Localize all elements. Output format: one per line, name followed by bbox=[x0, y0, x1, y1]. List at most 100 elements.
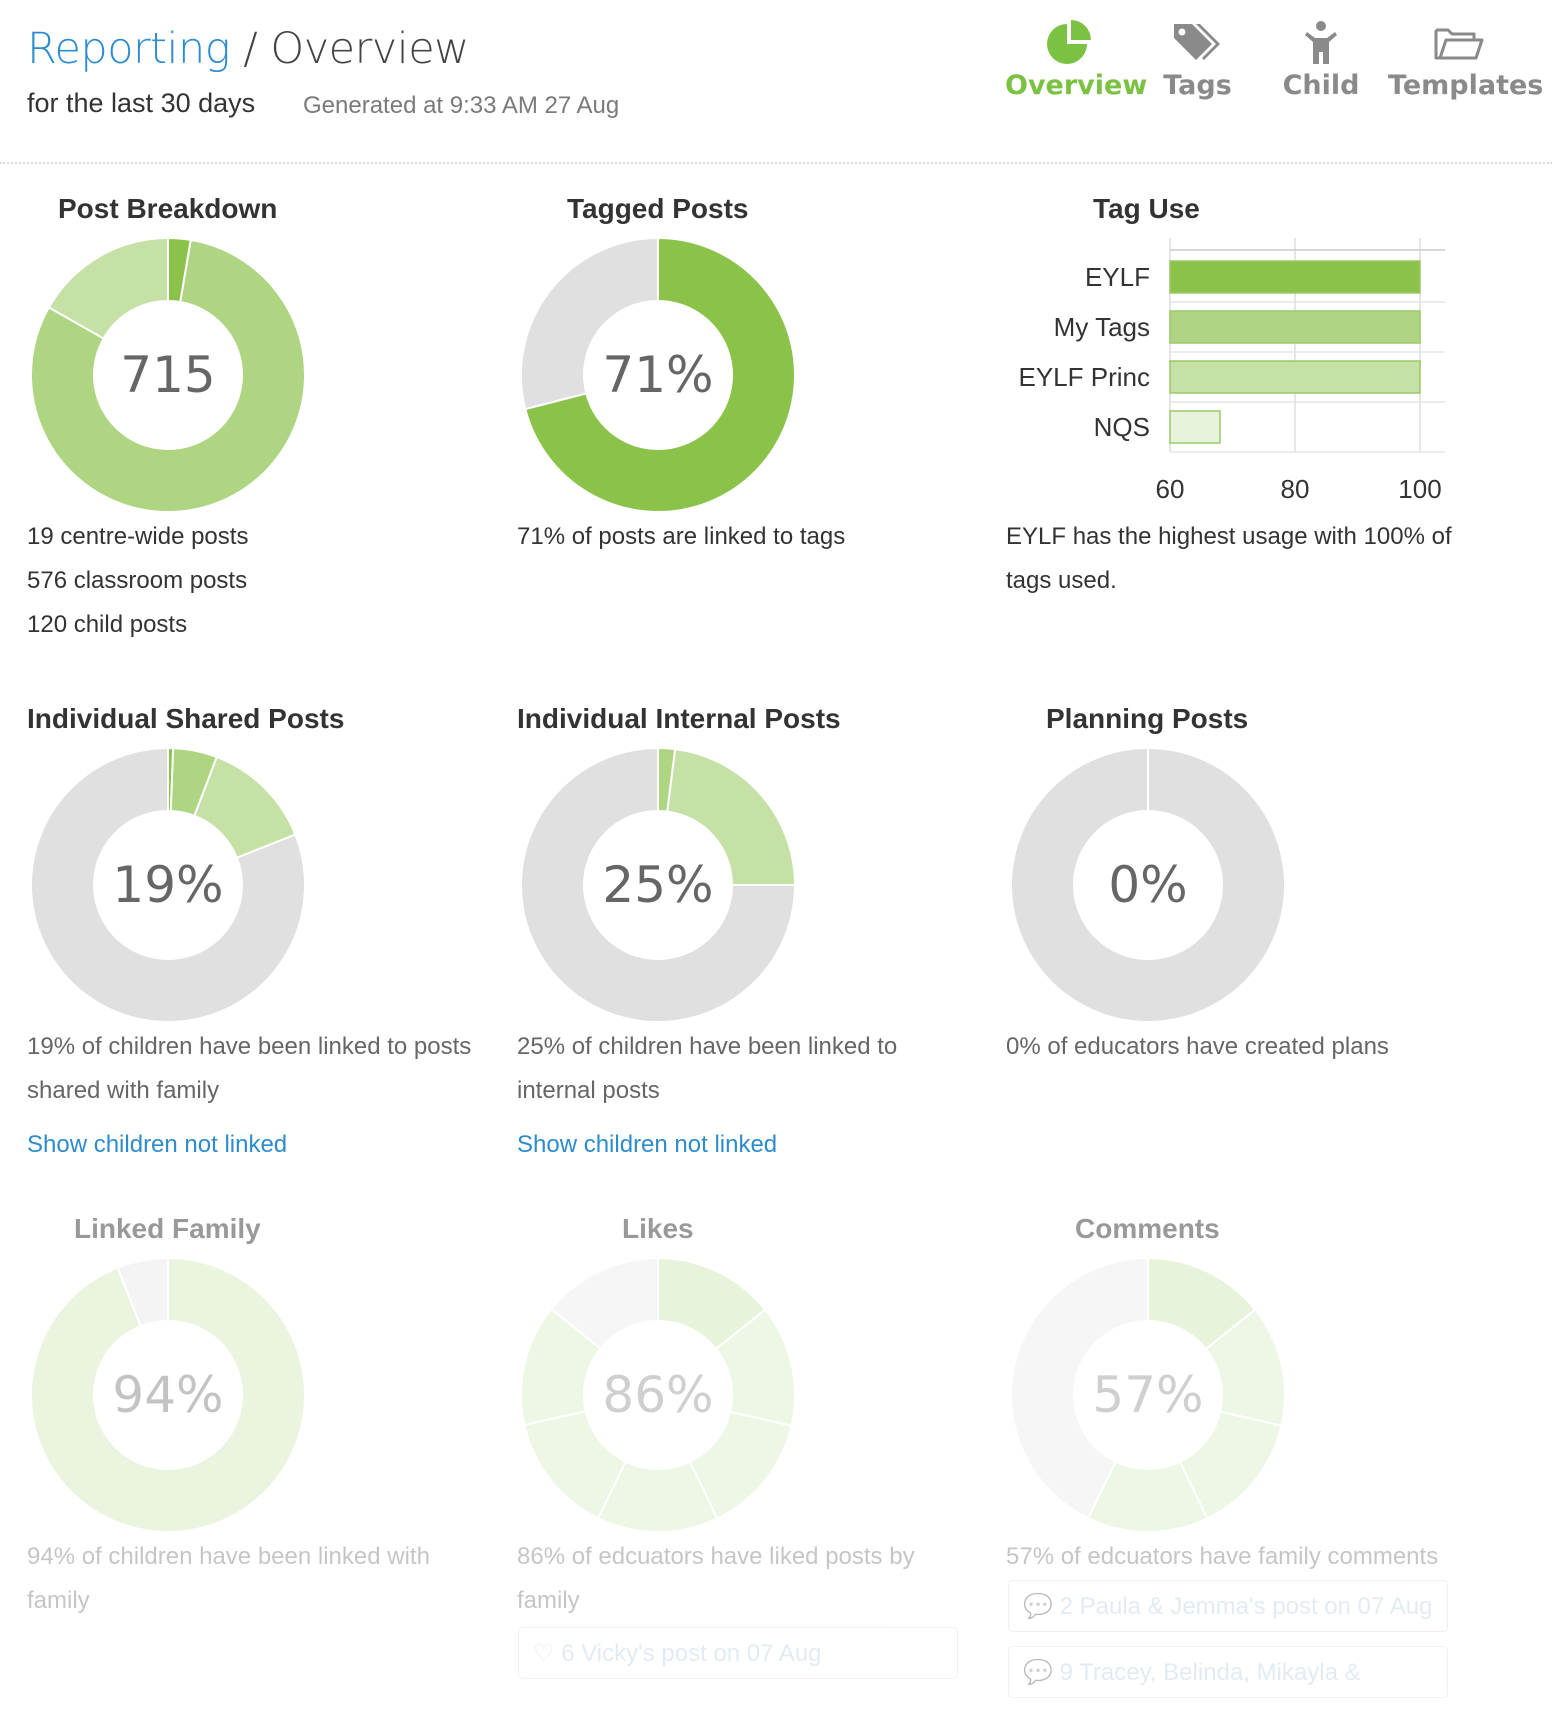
tag-bar[interactable] bbox=[1169, 360, 1421, 394]
donut-segment[interactable] bbox=[1147, 1256, 1257, 1351]
tagged-line: 71% of posts are linked to tags bbox=[517, 523, 846, 550]
breadcrumb-reporting[interactable]: Reporting bbox=[27, 24, 231, 74]
category-label: EYLF Princ bbox=[1019, 362, 1151, 392]
planning-donut: 0% bbox=[1008, 745, 1288, 1025]
generated-timestamp: Generated at 9:33 AM 27 Aug bbox=[303, 92, 620, 119]
donut-segment[interactable] bbox=[1009, 747, 1287, 1023]
donut-segment[interactable] bbox=[657, 1256, 767, 1351]
donut-segment[interactable] bbox=[30, 746, 306, 1023]
donut-segment[interactable] bbox=[596, 1460, 719, 1533]
page-header: Reporting / Overview for the last 30 day… bbox=[0, 0, 1552, 164]
donut-center-value: 25% bbox=[602, 856, 714, 914]
donut-segment[interactable] bbox=[1204, 1308, 1286, 1427]
comment-entry[interactable]: 💬 9 Tracey, Belinda, Mikayla & bbox=[1008, 1646, 1448, 1698]
panel-title: Individual Internal Posts bbox=[517, 703, 841, 734]
donut-segment[interactable] bbox=[523, 1409, 627, 1520]
comment-text: Paula & Jemma's post on 07 Aug bbox=[1079, 1593, 1433, 1620]
tagged-posts-desc: 71% of posts are linked to tags bbox=[517, 515, 845, 559]
donut-center-value: 86% bbox=[602, 1366, 714, 1424]
individual-internal-desc: 25% of children have been linked to inte… bbox=[517, 1025, 897, 1113]
folder-icon bbox=[1434, 28, 1484, 60]
centre-wide-count: 19 centre-wide posts bbox=[27, 523, 249, 550]
desc-line: shared with family bbox=[27, 1077, 220, 1104]
desc-line: 86% of edcuators have liked posts by bbox=[517, 1543, 915, 1570]
tag-use-chart: EYLF My Tags EYLF Princ NQS 60 80 100 bbox=[1019, 238, 1445, 504]
category-label: My Tags bbox=[1054, 312, 1150, 342]
individual-shared-donut: 19% bbox=[28, 745, 308, 1025]
comment-text: Tracey, Belinda, Mikayla & bbox=[1079, 1659, 1361, 1686]
donut-segment[interactable] bbox=[520, 236, 659, 411]
nav-child-label: Child bbox=[1282, 70, 1360, 101]
comment-count: 2 bbox=[1059, 1593, 1073, 1620]
desc-line: 19% of children have been linked to post… bbox=[27, 1033, 472, 1060]
comments-donut: 57% bbox=[1008, 1255, 1288, 1535]
donut-segment[interactable] bbox=[30, 1256, 306, 1533]
individual-shared-desc: 19% of children have been linked to post… bbox=[27, 1025, 471, 1113]
donut-segment[interactable] bbox=[1178, 1410, 1283, 1520]
donut-segment[interactable] bbox=[520, 746, 797, 1023]
nav-tags[interactable]: Tags bbox=[1150, 20, 1245, 110]
donut-segment[interactable] bbox=[116, 1256, 169, 1328]
linked-family-desc: 94% of children have been linked with fa… bbox=[27, 1535, 430, 1623]
donut-segment[interactable] bbox=[1010, 1256, 1149, 1520]
panel-title: Linked Family bbox=[74, 1213, 261, 1244]
like-entry[interactable]: ♡ 6 Vicky's post on 07 Aug bbox=[518, 1627, 958, 1679]
donut-center-value: 715 bbox=[120, 346, 216, 404]
panel-title: Planning Posts bbox=[1046, 703, 1249, 734]
speech-bubble-icon: 💬 bbox=[1023, 1593, 1053, 1620]
child-icon bbox=[1305, 21, 1337, 64]
donut-center-value: 19% bbox=[112, 856, 224, 914]
post-breakdown-donut: 715 bbox=[28, 235, 308, 515]
tag-bar[interactable] bbox=[1169, 410, 1221, 444]
donut-center-value: 94% bbox=[112, 1366, 224, 1424]
donut-segment[interactable] bbox=[30, 238, 306, 513]
period-label: for the last 30 days bbox=[27, 88, 256, 118]
pie-chart-icon bbox=[1047, 20, 1091, 64]
child-count: 120 child posts bbox=[27, 611, 188, 638]
likes-donut: 86% bbox=[518, 1255, 798, 1535]
panel-title: Tagged Posts bbox=[567, 193, 749, 224]
show-children-not-linked-link[interactable]: Show children not linked bbox=[517, 1131, 778, 1158]
tag-bar[interactable] bbox=[1169, 310, 1421, 344]
x-tick-label: 60 bbox=[1156, 474, 1185, 504]
donut-segment[interactable] bbox=[714, 1308, 796, 1427]
x-tick-label: 80 bbox=[1281, 474, 1310, 504]
desc-line: internal posts bbox=[517, 1077, 660, 1104]
donut-segment[interactable] bbox=[47, 236, 169, 340]
donut-segment[interactable] bbox=[520, 1307, 602, 1427]
tag-use-line: tags used. bbox=[1006, 567, 1117, 594]
category-label: EYLF bbox=[1085, 262, 1150, 292]
heart-icon: ♡ bbox=[533, 1640, 555, 1667]
panel-title: Likes bbox=[622, 1213, 694, 1244]
like-text: Vicky's post on 07 Aug bbox=[581, 1640, 822, 1667]
page-title: Reporting / Overview bbox=[27, 24, 469, 74]
nav-templates[interactable]: Templates bbox=[1388, 20, 1544, 110]
classroom-count: 576 classroom posts bbox=[27, 567, 248, 594]
nav-child[interactable]: Child bbox=[1280, 20, 1362, 110]
tag-bar[interactable] bbox=[1169, 260, 1421, 294]
breadcrumb-separator: / bbox=[230, 24, 271, 74]
desc-line: 94% of children have been linked with bbox=[27, 1543, 430, 1570]
show-children-not-linked-link[interactable]: Show children not linked bbox=[27, 1131, 288, 1158]
donut-center-value: 0% bbox=[1108, 856, 1188, 914]
donut-segment[interactable] bbox=[1086, 1460, 1209, 1533]
linked-family-donut: 94% bbox=[28, 1255, 308, 1535]
donut-segment[interactable] bbox=[688, 1410, 793, 1520]
comment-entry[interactable]: 💬 2 Paula & Jemma's post on 07 Aug bbox=[1008, 1580, 1448, 1632]
nav-templates-label: Templates bbox=[1388, 70, 1544, 101]
panel-title: Individual Shared Posts bbox=[27, 703, 345, 734]
x-tick-label: 100 bbox=[1398, 474, 1441, 504]
planning-desc: 0% of educators have created plans bbox=[1006, 1025, 1389, 1069]
donut-segment[interactable] bbox=[666, 747, 797, 886]
post-breakdown-desc: 19 centre-wide posts 576 classroom posts… bbox=[27, 515, 248, 647]
desc-line: family bbox=[27, 1587, 90, 1614]
tags-icon bbox=[1173, 24, 1220, 60]
donut-segment[interactable] bbox=[549, 1256, 659, 1350]
desc-line: 25% of children have been linked to bbox=[517, 1033, 898, 1060]
desc-line: family bbox=[517, 1587, 580, 1614]
breadcrumb-current: Overview bbox=[270, 24, 469, 74]
nav-overview[interactable]: Overview bbox=[1005, 20, 1147, 110]
nav-tags-label: Tags bbox=[1163, 70, 1232, 101]
desc-line: 0% of educators have created plans bbox=[1006, 1033, 1389, 1060]
donut-segment[interactable] bbox=[524, 236, 796, 513]
